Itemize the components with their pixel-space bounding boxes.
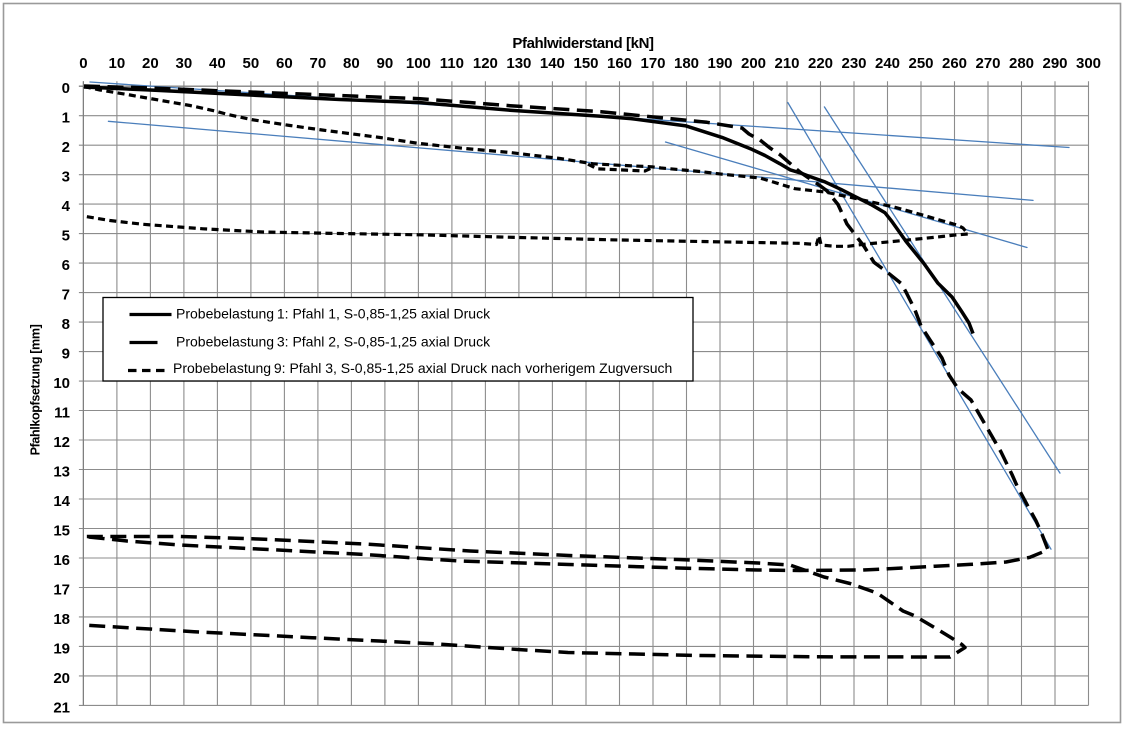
svg-text:40: 40	[209, 55, 226, 72]
svg-text:0: 0	[62, 80, 70, 97]
svg-text:210: 210	[774, 55, 799, 72]
svg-text:12: 12	[53, 434, 70, 451]
svg-text:4: 4	[62, 198, 71, 215]
svg-text:9: 9	[62, 346, 70, 363]
svg-text:200: 200	[741, 55, 766, 72]
svg-text:180: 180	[674, 55, 699, 72]
svg-text:0: 0	[79, 55, 87, 72]
svg-text:110: 110	[440, 55, 464, 72]
svg-text:17: 17	[53, 582, 70, 599]
svg-text:230: 230	[841, 55, 866, 72]
svg-text:10: 10	[109, 55, 126, 72]
svg-text:70: 70	[310, 55, 327, 72]
svg-text:11: 11	[54, 405, 70, 422]
svg-text:100: 100	[406, 55, 431, 72]
svg-text:90: 90	[377, 55, 394, 72]
svg-text:Probebelastung 9: Pfahl 3, S-0: Probebelastung 9: Pfahl 3, S-0,85-1,25 a…	[173, 360, 672, 376]
svg-text:290: 290	[1042, 55, 1067, 72]
svg-text:Pfahlkopfsetzung [mm]: Pfahlkopfsetzung [mm]	[29, 324, 43, 455]
svg-text:270: 270	[975, 55, 1000, 72]
svg-text:160: 160	[607, 55, 632, 72]
svg-text:2: 2	[62, 139, 70, 156]
svg-text:21: 21	[53, 699, 70, 716]
svg-text:Pfahlwiderstand [kN]: Pfahlwiderstand [kN]	[512, 35, 654, 52]
svg-text:Probebelastung 1: Pfahl 1, S-0: Probebelastung 1: Pfahl 1, S-0,85-1,25 a…	[176, 306, 491, 322]
svg-text:1: 1	[62, 110, 70, 127]
svg-text:7: 7	[62, 287, 70, 304]
svg-text:240: 240	[875, 55, 900, 72]
svg-text:250: 250	[908, 55, 933, 72]
svg-text:16: 16	[53, 552, 70, 569]
svg-text:6: 6	[62, 257, 70, 274]
svg-text:14: 14	[53, 493, 70, 510]
svg-text:15: 15	[53, 523, 70, 540]
svg-text:190: 190	[707, 55, 732, 72]
svg-text:13: 13	[53, 464, 70, 481]
svg-text:50: 50	[243, 55, 260, 72]
svg-text:30: 30	[176, 55, 193, 72]
svg-text:20: 20	[53, 670, 70, 687]
svg-text:Probebelastung 3: Pfahl 2, S-0: Probebelastung 3: Pfahl 2, S-0,85-1,25 a…	[176, 334, 491, 350]
svg-text:8: 8	[62, 316, 70, 333]
svg-text:20: 20	[142, 55, 159, 72]
svg-text:3: 3	[62, 169, 70, 186]
svg-text:120: 120	[473, 55, 498, 72]
svg-text:5: 5	[62, 228, 70, 245]
svg-text:18: 18	[53, 611, 70, 628]
svg-text:60: 60	[276, 55, 293, 72]
svg-text:19: 19	[53, 640, 70, 657]
svg-text:170: 170	[640, 55, 665, 72]
svg-text:220: 220	[808, 55, 833, 72]
svg-text:300: 300	[1076, 55, 1101, 72]
svg-text:140: 140	[540, 55, 565, 72]
svg-text:260: 260	[942, 55, 967, 72]
svg-text:280: 280	[1009, 55, 1034, 72]
svg-text:150: 150	[573, 55, 598, 72]
svg-text:130: 130	[506, 55, 531, 72]
svg-text:10: 10	[53, 375, 70, 392]
svg-text:80: 80	[343, 55, 360, 72]
